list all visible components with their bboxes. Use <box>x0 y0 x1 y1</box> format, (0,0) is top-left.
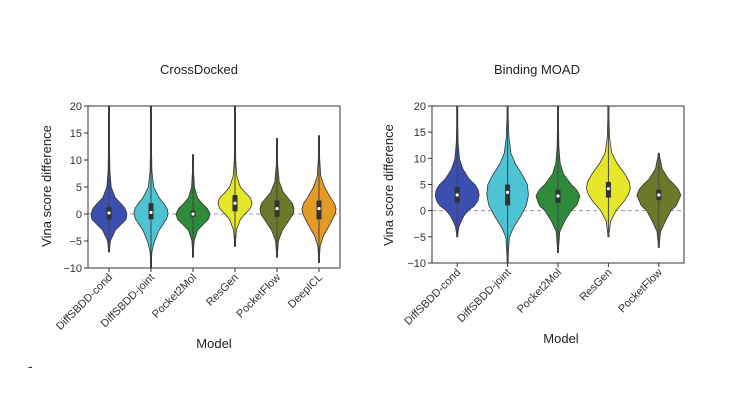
y-tick-label: 15 <box>70 128 82 140</box>
plot-area: −10−505101520DiffSBDD-condDiffSBDD-joint… <box>54 101 341 333</box>
x-tick-label-deepicl: DeepICL <box>286 272 325 311</box>
chart-crossdocked: CrossDocked Vina score difference Model … <box>39 62 341 351</box>
x-tick-label-diffsbdd-cond: DiffSBDD-cond <box>402 267 463 328</box>
y-tick-label: 0 <box>76 209 82 221</box>
y-tick-label: 10 <box>70 155 82 167</box>
y-tick-label: −10 <box>407 258 426 270</box>
y-tick-label: 20 <box>70 101 82 113</box>
chart-title: Binding MOAD <box>494 62 580 77</box>
violin-median-diffsbdd-cond <box>107 211 111 215</box>
chart-title: CrossDocked <box>160 62 238 77</box>
x-tick-label-pocketflow: PocketFlow <box>616 267 665 316</box>
y-tick-label: −5 <box>69 236 82 248</box>
x-tick-label-diffsbdd-joint: DiffSBDD-joint <box>455 267 513 325</box>
y-tick-label: 10 <box>414 153 426 165</box>
violin-median-pocket2mol <box>191 212 195 216</box>
plot-area: −10 −5 0 5 10 15 20 DiffSBDD-condDiffSBDD-joint… <box>402 101 685 328</box>
violin-median-diffsbdd-joint <box>506 190 510 194</box>
violin-median-pocketflow <box>657 193 661 197</box>
y-tick-label: 0 <box>420 206 426 218</box>
y-tick-label: −5 <box>413 232 426 244</box>
violin-median-resgen <box>606 187 611 191</box>
y-axis-label: Vina score difference <box>39 125 54 247</box>
x-axis-label: Model <box>543 331 579 346</box>
violin-median-pocket2mol <box>556 194 560 198</box>
y-axis-label: Vina score difference <box>381 124 396 246</box>
violin-iqr-diffsbdd-joint <box>505 184 511 206</box>
y-tick-label: 5 <box>420 180 426 192</box>
violin-median-deepicl <box>317 207 321 211</box>
axes-frame <box>87 105 341 269</box>
x-axis-label: Model <box>196 336 232 351</box>
y-tick-label: 15 <box>414 127 426 139</box>
x-tick-label-pocket2mol: Pocket2Mol <box>150 272 199 321</box>
stray-dash: - <box>28 358 33 374</box>
violin-median-resgen <box>233 201 237 205</box>
violin-median-diffsbdd-joint <box>149 210 153 214</box>
y-tick-label: 5 <box>76 182 82 194</box>
chart-binding-moad: Binding MOAD Vina score difference Model… <box>381 62 685 346</box>
x-tick-label-resgen: ResGen <box>577 267 614 304</box>
violin-median-pocketflow <box>275 207 279 211</box>
x-tick-label-pocket2mol: Pocket2Mol <box>515 267 564 316</box>
x-tick-label-pocketflow: PocketFlow <box>234 272 283 321</box>
y-tick-label: 20 <box>414 101 426 113</box>
y-tick-label: −10 <box>63 263 82 275</box>
x-tick-label-resgen: ResGen <box>204 272 241 309</box>
violin-median-diffsbdd-cond <box>455 193 459 197</box>
